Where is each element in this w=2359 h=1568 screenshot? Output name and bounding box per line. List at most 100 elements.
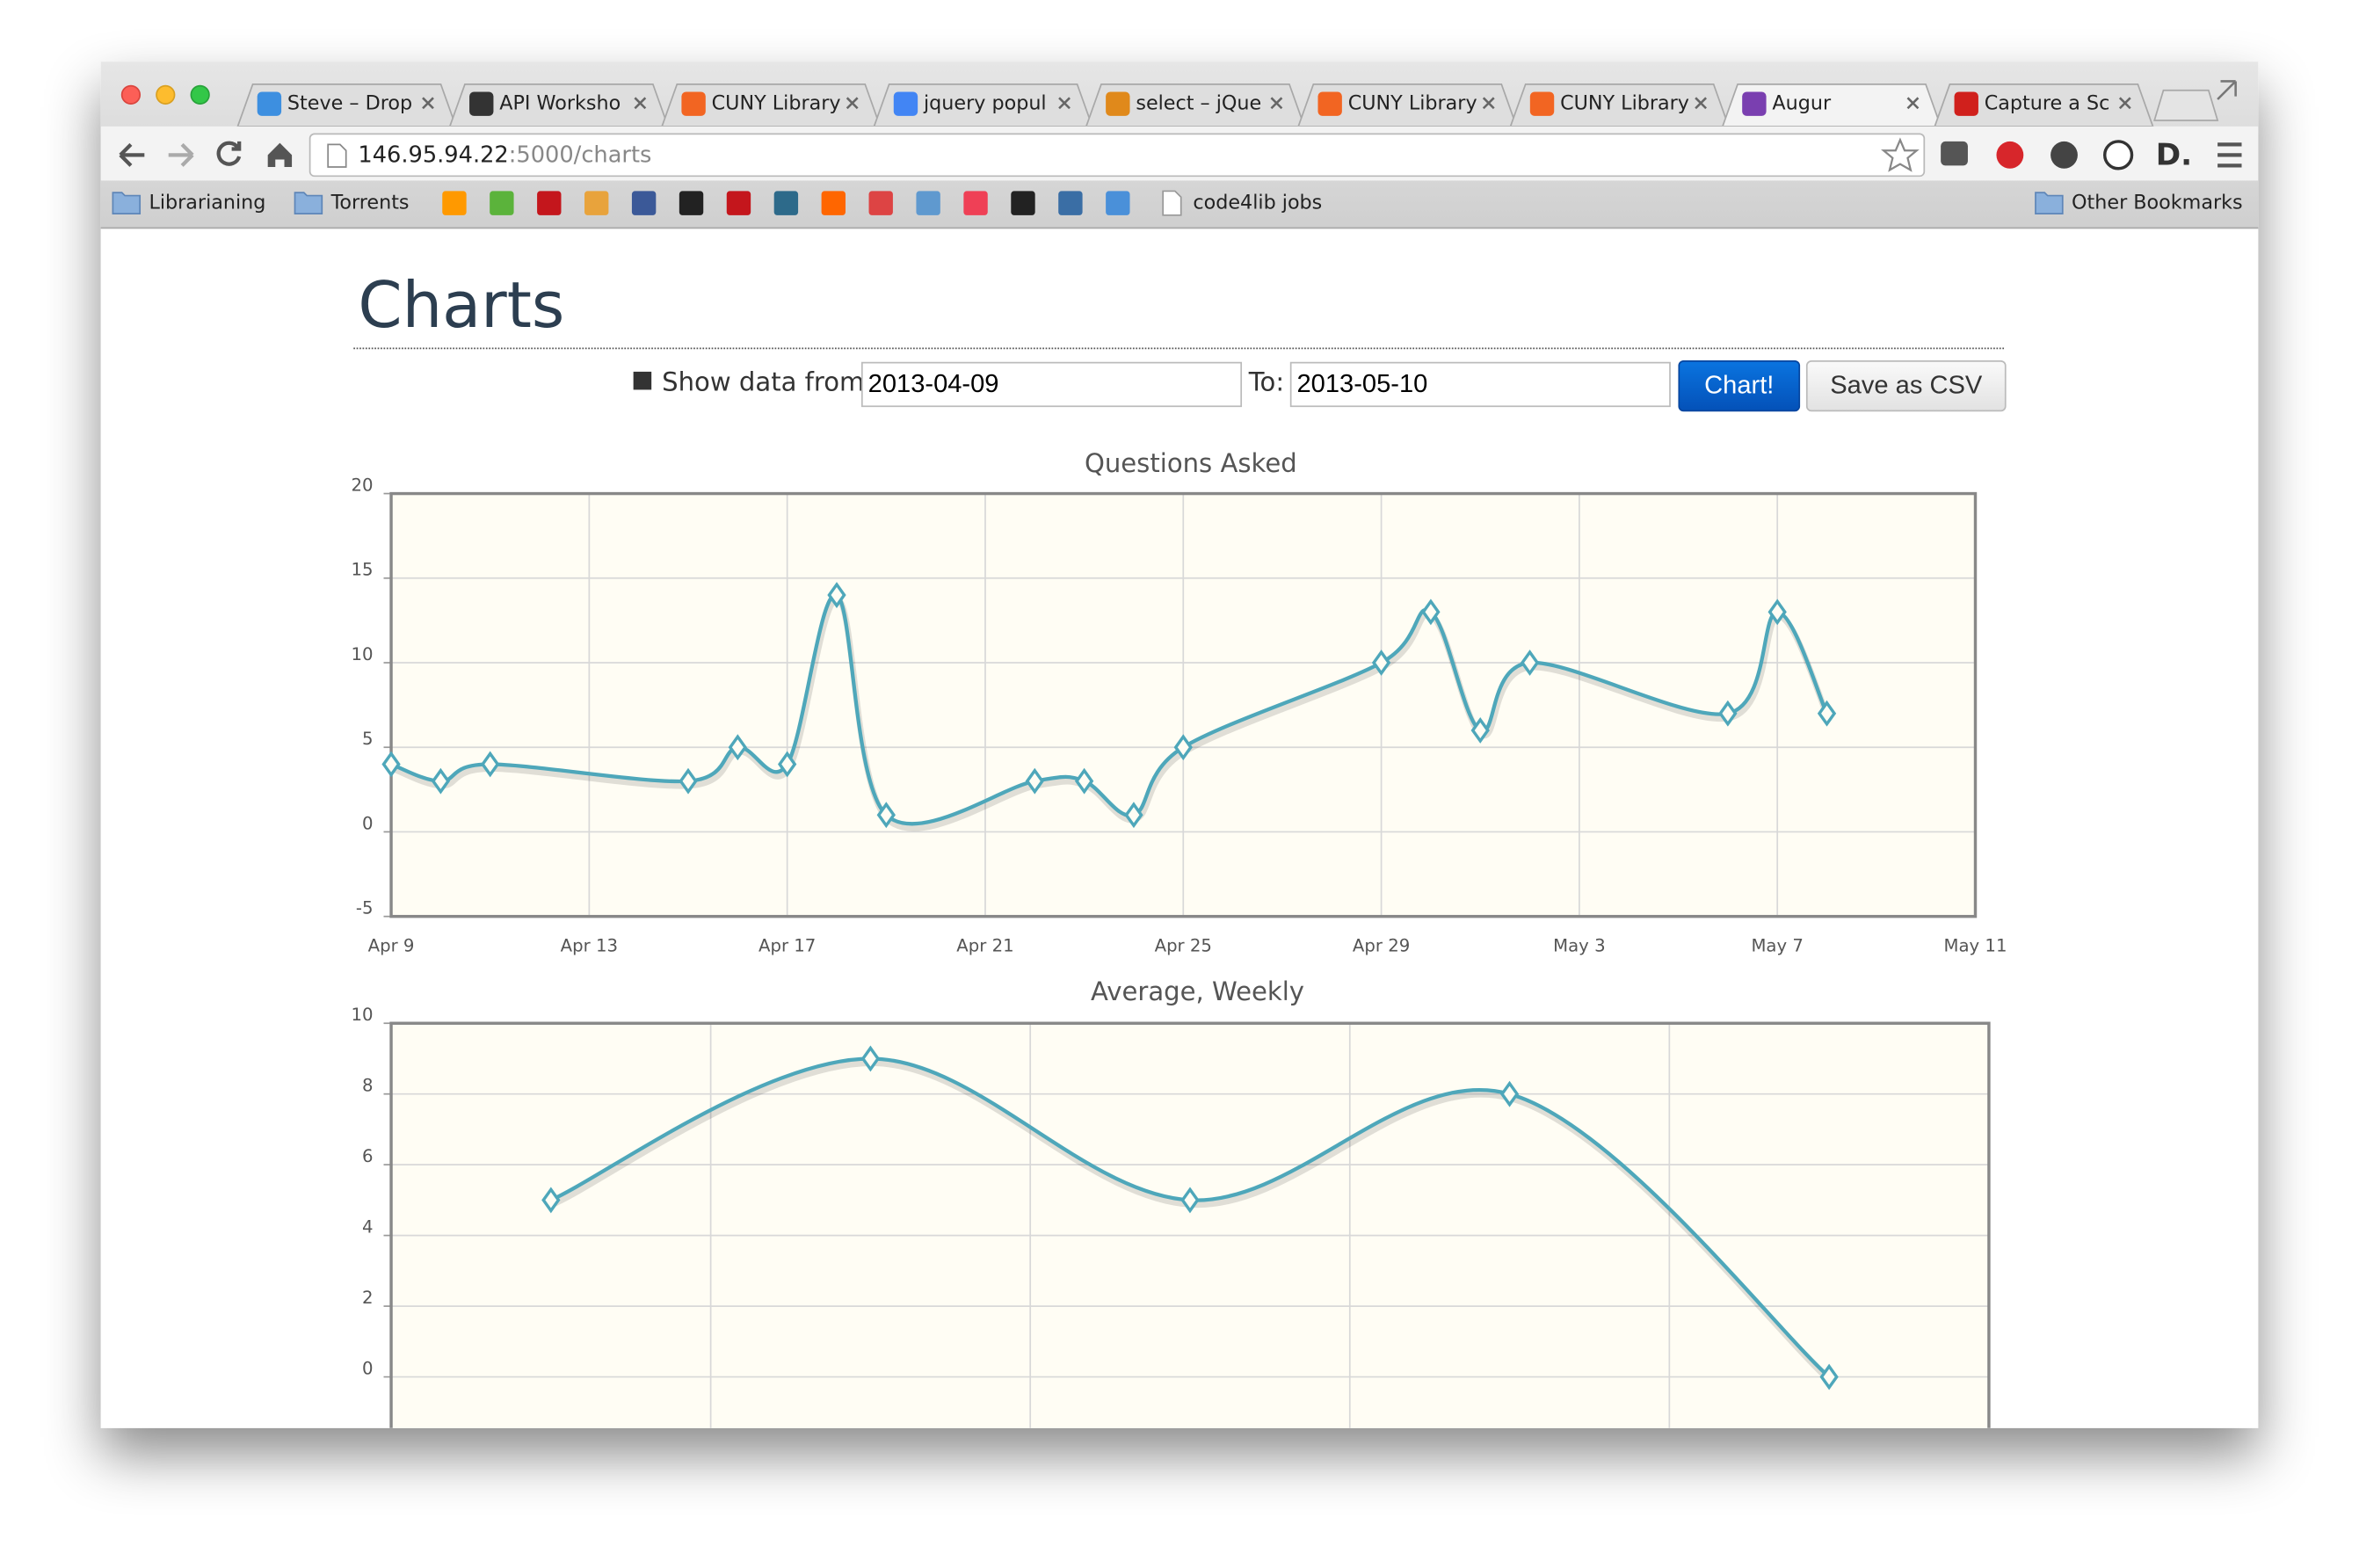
bookmark-folder-icon[interactable] — [294, 192, 323, 214]
to-input[interactable] — [1289, 361, 1671, 408]
bookmark-icon[interactable] — [442, 191, 467, 215]
tab-title[interactable]: API Worksho — [499, 92, 621, 115]
calendar-icon — [633, 371, 652, 390]
plot-border — [389, 1021, 1991, 1428]
y-tick-label: 0 — [362, 813, 374, 833]
chart-button[interactable] — [1678, 360, 1801, 412]
tab[interactable]: API Worksho — [448, 83, 670, 127]
close-button[interactable] — [120, 84, 142, 105]
bookmark-star[interactable] — [1881, 137, 1920, 172]
bookmark-icon[interactable] — [1106, 191, 1130, 215]
bookmark-icon[interactable] — [916, 191, 940, 215]
x-tick-label: Apr 21 — [956, 935, 1013, 955]
tab[interactable]: CUNY Library — [1509, 83, 1730, 127]
bookmark-icon[interactable] — [1058, 191, 1083, 215]
bookmark-page-icon — [1162, 190, 1182, 216]
settings-extension[interactable] — [2051, 141, 2078, 169]
tab-close[interactable] — [1695, 97, 1708, 110]
tab-title[interactable]: Capture a Sc — [1985, 92, 2110, 115]
menu-button[interactable] — [2217, 142, 2242, 168]
data-point — [1124, 802, 1143, 829]
y-tick-label: -5 — [356, 898, 374, 918]
bookmark-page[interactable]: code4lib jobs — [1193, 192, 1322, 214]
fullscreen[interactable] — [2217, 80, 2237, 100]
bookmark-folder[interactable]: Torrents — [330, 192, 410, 214]
data-point — [679, 767, 698, 795]
x-tick-label: Apr 17 — [759, 935, 816, 955]
csv-button-label[interactable]: Save as CSV — [1830, 372, 1983, 400]
tab-title[interactable]: CUNY Library — [1560, 92, 1689, 115]
zoom-button[interactable] — [190, 84, 210, 105]
from-value[interactable]: 2013-04-09 — [868, 370, 999, 398]
tab-icon — [257, 91, 282, 116]
tab[interactable]: CUNY Library — [660, 83, 882, 127]
tab-title[interactable]: Steve – Drop — [287, 92, 412, 115]
bookmark-icon[interactable] — [821, 191, 846, 215]
other-bookmarks[interactable]: Other Bookmarks — [2072, 192, 2243, 214]
d-extension[interactable]: D. — [2156, 138, 2192, 173]
to-value[interactable]: 2013-05-10 — [1297, 370, 1428, 398]
bookmark-icon[interactable] — [490, 191, 514, 215]
tab[interactable]: Steve – Drop — [236, 83, 457, 127]
tab-close[interactable] — [634, 97, 647, 110]
from-input[interactable] — [860, 361, 1243, 408]
bookmark-icon[interactable] — [726, 191, 751, 215]
plot-area — [391, 1023, 1989, 1428]
bookmark-icon[interactable] — [679, 191, 704, 215]
bookmark-icon[interactable] — [868, 191, 893, 215]
tab-title[interactable]: select – jQue — [1136, 92, 1261, 115]
bookmark-icon[interactable] — [631, 191, 657, 215]
tab[interactable]: Augur — [1721, 83, 1942, 127]
other-bookmarks-icon[interactable] — [2035, 192, 2064, 214]
chart-button-label[interactable]: Chart! — [1704, 372, 1774, 400]
data-point — [1025, 767, 1044, 795]
tab-close[interactable] — [846, 97, 859, 110]
tab-close[interactable] — [1482, 97, 1495, 110]
reload-button[interactable] — [216, 141, 242, 166]
bookmark-folder[interactable]: Librarianing — [149, 192, 265, 214]
bookmark-icon[interactable] — [1011, 191, 1035, 215]
y-tick-label: 10 — [351, 1005, 373, 1025]
tab-icon — [1106, 91, 1130, 116]
tab[interactable]: jquery popul — [873, 83, 1093, 127]
back-button[interactable] — [119, 142, 145, 167]
minimize-button[interactable] — [156, 84, 176, 105]
y-tick-label: 2 — [362, 1288, 374, 1308]
tab-title[interactable]: CUNY Library — [1348, 92, 1477, 115]
new-tab[interactable] — [2153, 89, 2219, 121]
y-tick-label: 6 — [362, 1146, 374, 1166]
tab-close[interactable] — [2118, 97, 2131, 110]
tab-title[interactable]: jquery popul — [923, 92, 1047, 115]
plot-border — [389, 491, 1978, 918]
ball-extension[interactable] — [2103, 140, 2134, 171]
data-point — [778, 751, 797, 778]
tab[interactable]: CUNY Library — [1297, 83, 1518, 127]
bookmark-icon[interactable] — [963, 191, 988, 215]
data-point — [1819, 1363, 1839, 1390]
forward-button[interactable] — [168, 142, 194, 167]
tab[interactable]: Capture a Sc — [1934, 83, 2154, 127]
bookmark-icon[interactable] — [537, 191, 562, 215]
adblock-extension[interactable] — [1996, 141, 2024, 169]
bookmark-icon[interactable] — [773, 191, 799, 215]
tab-title[interactable]: Augur — [1772, 92, 1832, 115]
tab-close[interactable] — [1058, 97, 1071, 110]
y-tick-label: 5 — [362, 729, 374, 749]
pocket-extension[interactable] — [1941, 141, 1968, 166]
tab-close[interactable] — [1906, 97, 1920, 110]
tab-close[interactable] — [1270, 97, 1283, 110]
x-tick-label: May 11 — [1944, 935, 2007, 955]
csv-button[interactable] — [1805, 360, 2007, 412]
bookmark-folder-icon[interactable] — [112, 192, 142, 214]
tab-title[interactable]: CUNY Library — [712, 92, 841, 115]
chart-title: Questions Asked — [1085, 448, 1297, 478]
series-line — [390, 592, 1829, 826]
data-point — [381, 751, 401, 778]
tab[interactable]: select – jQue — [1085, 83, 1306, 127]
bookmark-icon[interactable] — [584, 191, 609, 215]
address-bar[interactable] — [308, 133, 1926, 178]
tab-close[interactable] — [422, 97, 434, 110]
url-text: 146.95.94.22:5000/charts — [358, 142, 651, 168]
data-point — [1421, 599, 1441, 626]
tab-icon — [1529, 91, 1555, 116]
